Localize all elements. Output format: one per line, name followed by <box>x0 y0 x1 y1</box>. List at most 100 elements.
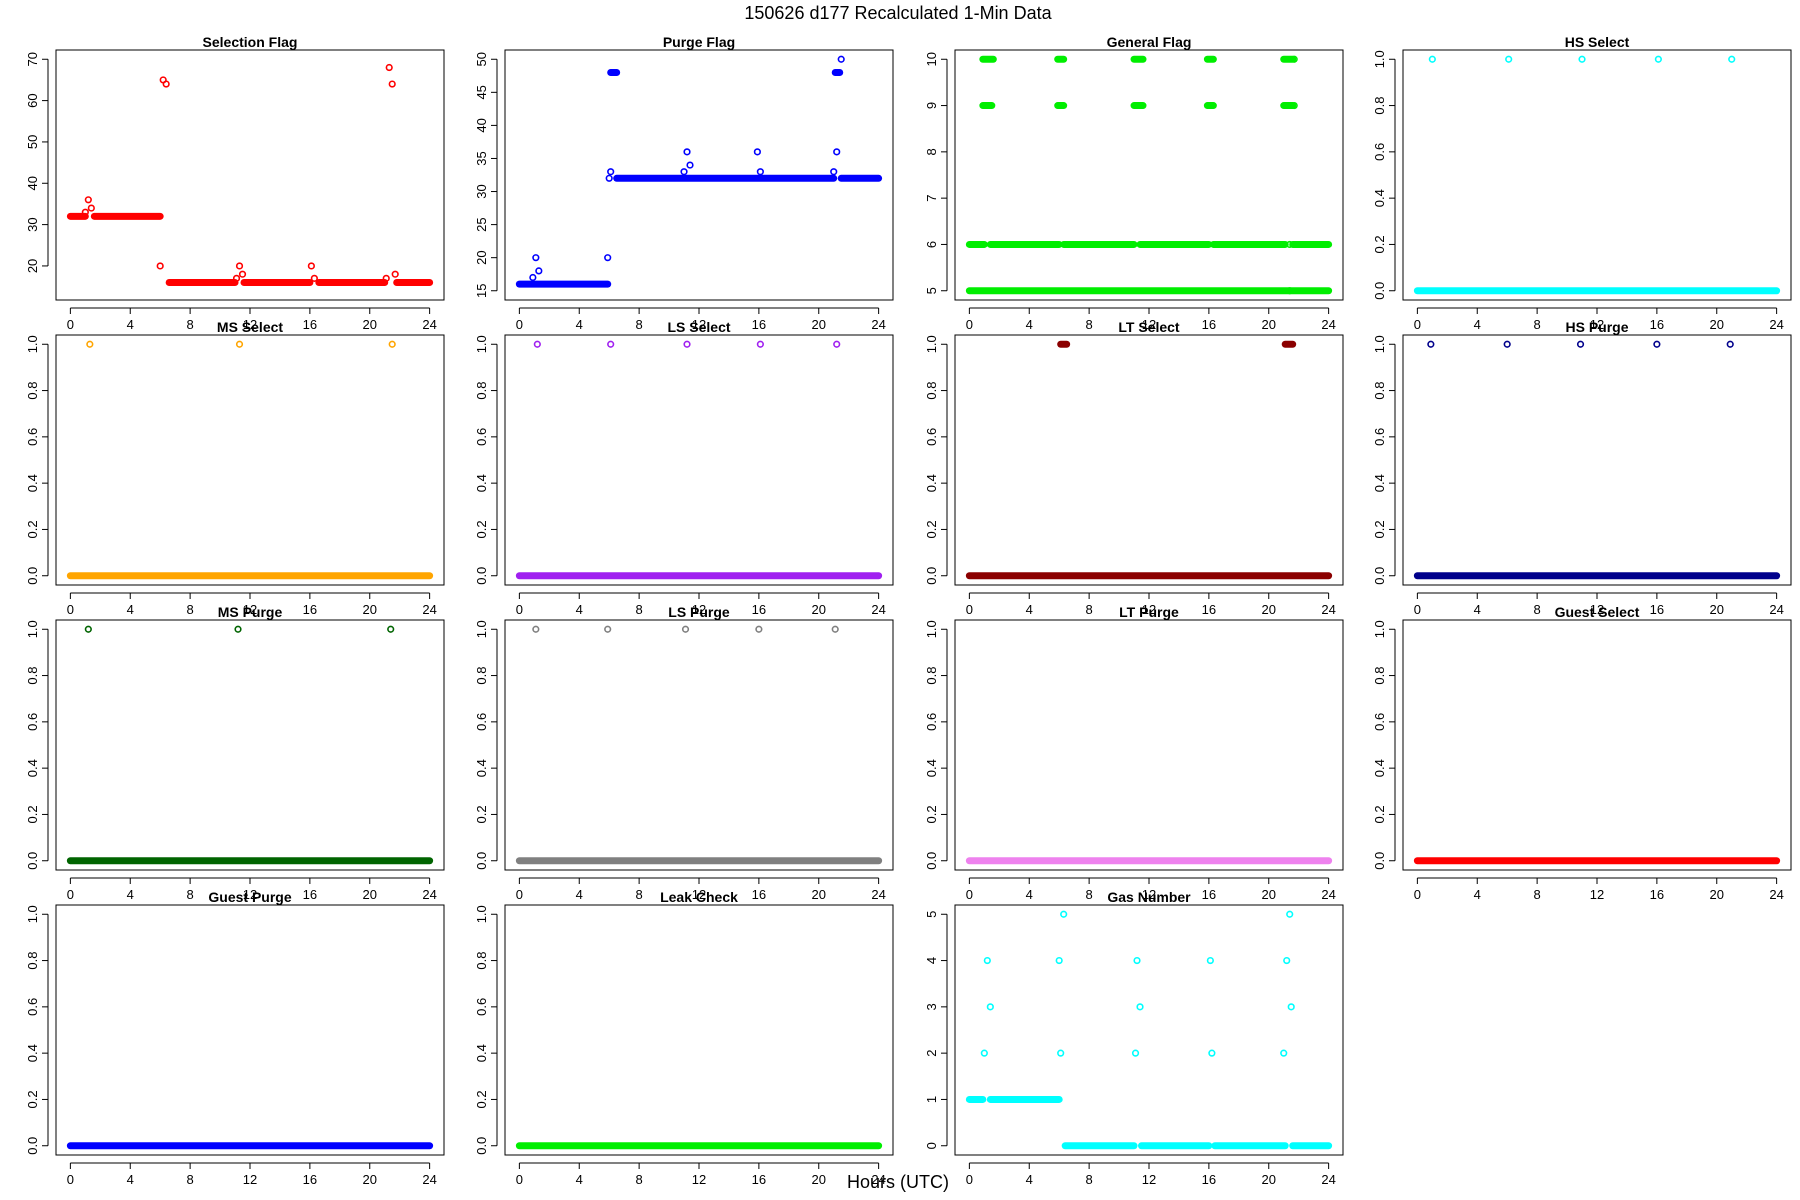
panel-9-y-tick-label: 0.0 <box>25 852 40 870</box>
panel-15-y-tick-label: 3 <box>924 1003 939 1010</box>
panel-14-title: Leak Check <box>660 889 738 905</box>
panel-5-x-tick-label: 8 <box>187 602 194 617</box>
panel-1-y-tick-label: 60 <box>25 93 40 107</box>
panel-4-data-point <box>1578 55 1586 63</box>
panel-1-data <box>66 63 434 286</box>
panel-3-data-point <box>1290 101 1298 110</box>
panel-6-y-tick-label: 0.2 <box>474 520 489 538</box>
panel-1-data-point <box>81 208 89 216</box>
panel-3-y-tick-label: 7 <box>924 195 939 202</box>
panel-6-data <box>515 340 883 580</box>
panel-12-x-tick-label: 8 <box>1534 887 1541 902</box>
panel-7-y-tick-label: 0.8 <box>924 382 939 400</box>
panel-4-data <box>1413 55 1781 295</box>
panel-2-data-point <box>529 273 537 282</box>
panel-2-data-point <box>833 148 841 156</box>
panel-3-data-point <box>1286 240 1294 249</box>
panel-15-data-point <box>1286 910 1294 918</box>
panel-3-x-tick-label: 24 <box>1321 317 1335 332</box>
panel-7-y-tick-label: 0.2 <box>924 520 939 538</box>
panel-9: MS Purge 0 4 8 12 16 20 24 0.0 0.2 0.4 0.6 0.8 1.0 <box>25 604 445 902</box>
panel-1-data-point <box>235 262 244 270</box>
panel-7-x-tick-label: 20 <box>1262 602 1276 617</box>
panel-2-data-point <box>830 168 838 176</box>
panel-6-data-point <box>533 340 541 348</box>
panel-2-x-tick-label: 16 <box>752 317 766 332</box>
panel-15-y-tick-label: 1 <box>924 1096 939 1103</box>
panel-12-y-axis: 0.0 0.2 0.4 0.6 0.8 1.0 <box>1372 620 1396 870</box>
panel-10-y-tick-label: 0.6 <box>474 713 489 731</box>
panel-8-x-axis: 0 4 8 12 16 20 24 <box>1414 592 1784 617</box>
panel-6-y-tick-label: 0.0 <box>474 567 489 585</box>
panel-1-data-point <box>156 262 164 270</box>
panel-15-data-point <box>1131 1049 1140 1057</box>
panel-8-y-tick-label: 0.4 <box>1372 474 1387 492</box>
panel-8-x-tick-label: 0 <box>1414 602 1421 617</box>
panel-7-data <box>965 340 1333 580</box>
panel-7-y-tick-label: 0.0 <box>924 567 939 585</box>
panel-2-data-point <box>607 168 615 176</box>
panel-5-x-tick-label: 20 <box>363 602 377 617</box>
panel-4-y-axis: 0.0 0.2 0.4 0.6 0.8 1.0 <box>1372 50 1396 300</box>
panel-12-x-axis: 0 4 8 12 16 20 24 <box>1414 877 1784 902</box>
panel-15-y-tick-label: 4 <box>924 957 939 964</box>
panel-4-x-axis: 0 4 8 12 16 20 24 <box>1414 307 1784 332</box>
panel-13-y-tick-label: 0.6 <box>25 998 40 1016</box>
panel-15-y-tick-label: 5 <box>924 911 939 918</box>
panel-13-x-tick-label: 8 <box>187 1172 194 1187</box>
panel-10-data <box>515 625 883 865</box>
panel-2-data-point <box>686 161 694 169</box>
panel-10-x-tick-label: 12 <box>692 887 706 902</box>
panel-8-y-tick-label: 0.0 <box>1372 567 1387 585</box>
panel-2-data-point <box>604 254 612 262</box>
panel-5-y-tick-label: 0.4 <box>25 474 40 492</box>
panel-3-x-tick-label: 0 <box>966 317 973 332</box>
panel-1-x-tick-label: 12 <box>243 317 257 332</box>
panel-12-x-tick-label: 12 <box>1590 887 1604 902</box>
panel-5-y-axis: 0.0 0.2 0.4 0.6 0.8 1.0 <box>25 335 49 585</box>
panel-7-x-tick-label: 8 <box>1086 602 1093 617</box>
panel-8: HS Purge 0 4 8 12 16 20 24 0.0 0.2 0.4 0.6 0.8 1.0 <box>1372 319 1792 617</box>
panel-12-y-tick-label: 0.6 <box>1372 713 1387 731</box>
panel-8-y-tick-label: 0.8 <box>1372 382 1387 400</box>
figure-x-axis-label: Hours (UTC) <box>847 1172 949 1192</box>
panel-5-data-point <box>86 340 94 348</box>
panel-9-data <box>66 625 434 865</box>
panel-11-y-tick-label: 0.4 <box>924 759 939 777</box>
panel-14-x-tick-label: 12 <box>692 1172 706 1187</box>
panel-10-x-tick-label: 8 <box>636 887 643 902</box>
panel-15-x-tick-label: 20 <box>1262 1172 1276 1187</box>
panel-5-title: MS Select <box>217 319 283 335</box>
panel-6-y-tick-label: 0.8 <box>474 382 489 400</box>
panel-6-y-tick-label: 0.6 <box>474 428 489 446</box>
panel-8-x-tick-label: 24 <box>1769 602 1783 617</box>
panel-2-y-axis: 15 20 25 30 35 40 45 50 <box>474 52 498 298</box>
panel-10-y-tick-label: 0.8 <box>474 667 489 685</box>
panel-8-x-tick-label: 8 <box>1534 602 1541 617</box>
panel-11-y-tick-label: 1.0 <box>924 620 939 638</box>
panel-1-y-axis: 20 30 40 50 60 70 <box>25 52 49 273</box>
panel-4-y-tick-label: 0.2 <box>1372 235 1387 253</box>
panel-1-data-point <box>307 262 315 270</box>
panel-13-y-tick-label: 0.0 <box>25 1137 40 1155</box>
panel-8-plot-frame <box>1402 334 1792 586</box>
panel-11-plot-frame <box>954 619 1344 871</box>
panel-10-y-axis: 0.0 0.2 0.4 0.6 0.8 1.0 <box>474 620 498 870</box>
panel-5-x-tick-label: 16 <box>303 602 317 617</box>
panel-6-y-tick-label: 0.4 <box>474 474 489 492</box>
panel-1-y-tick-label: 40 <box>25 176 40 190</box>
panel-15-data-point <box>1283 956 1291 965</box>
panel-12-x-tick-label: 4 <box>1474 887 1481 902</box>
panel-3-y-axis: 5 6 7 8 9 10 <box>924 52 948 294</box>
panel-12-x-tick-label: 20 <box>1710 887 1724 902</box>
panel-15-data-point <box>1208 1049 1216 1057</box>
panel-8-x-tick-label: 4 <box>1474 602 1481 617</box>
panel-2-x-tick-label: 8 <box>636 317 643 332</box>
panel-3-x-tick-label: 8 <box>1086 317 1093 332</box>
panel-6-y-tick-label: 1.0 <box>474 335 489 353</box>
panel-3-y-tick-label: 8 <box>924 148 939 155</box>
panel-8-x-tick-label: 16 <box>1650 602 1664 617</box>
panel-4-x-tick-label: 0 <box>1414 317 1421 332</box>
